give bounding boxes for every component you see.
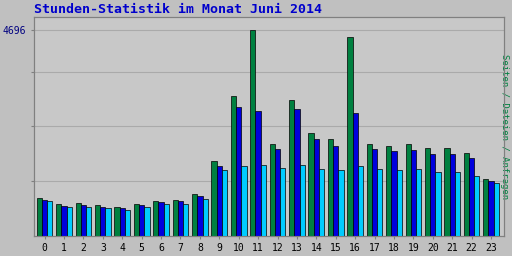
Bar: [178, 201, 183, 236]
Bar: [67, 207, 72, 236]
Bar: [114, 207, 120, 236]
Bar: [255, 111, 261, 236]
Bar: [347, 37, 353, 236]
Bar: [222, 170, 227, 236]
Bar: [192, 194, 197, 236]
Bar: [125, 210, 130, 236]
Bar: [250, 30, 255, 236]
Bar: [120, 208, 125, 236]
Bar: [211, 161, 217, 236]
Bar: [474, 176, 480, 236]
Bar: [275, 149, 280, 236]
Bar: [333, 146, 338, 236]
Bar: [183, 204, 188, 236]
Bar: [469, 158, 474, 236]
Bar: [391, 151, 397, 236]
Bar: [464, 153, 469, 236]
Bar: [444, 148, 450, 236]
Bar: [76, 203, 81, 236]
Bar: [158, 202, 164, 236]
Bar: [328, 139, 333, 236]
Bar: [47, 201, 52, 236]
Bar: [488, 181, 494, 236]
Bar: [289, 100, 294, 236]
Bar: [197, 196, 203, 236]
Bar: [353, 113, 358, 236]
Bar: [386, 146, 391, 236]
Bar: [203, 199, 208, 236]
Bar: [367, 144, 372, 236]
Bar: [372, 149, 377, 236]
Bar: [270, 144, 275, 236]
Bar: [294, 109, 300, 236]
Bar: [483, 179, 488, 236]
Bar: [61, 206, 67, 236]
Bar: [100, 207, 105, 236]
Bar: [319, 169, 324, 236]
Bar: [397, 170, 402, 236]
Bar: [309, 133, 314, 236]
Bar: [377, 169, 382, 236]
Bar: [411, 150, 416, 236]
Bar: [236, 106, 241, 236]
Bar: [261, 165, 266, 236]
Bar: [81, 205, 86, 236]
Bar: [86, 207, 91, 236]
Bar: [217, 166, 222, 236]
Bar: [241, 166, 247, 236]
Bar: [56, 204, 61, 236]
Bar: [416, 169, 421, 236]
Bar: [280, 168, 285, 236]
Bar: [231, 96, 236, 236]
Bar: [134, 204, 139, 236]
Bar: [164, 204, 169, 236]
Bar: [314, 139, 319, 236]
Text: Stunden-Statistik im Monat Juni 2014: Stunden-Statistik im Monat Juni 2014: [34, 3, 322, 16]
Bar: [435, 172, 441, 236]
Bar: [425, 148, 430, 236]
Bar: [300, 165, 305, 236]
Bar: [338, 170, 344, 236]
Bar: [139, 205, 144, 236]
Bar: [173, 200, 178, 236]
Bar: [406, 144, 411, 236]
Y-axis label: Seiten / Dateien / Anfragen: Seiten / Dateien / Anfragen: [500, 54, 509, 199]
Bar: [153, 201, 158, 236]
Bar: [494, 183, 499, 236]
Bar: [42, 200, 47, 236]
Bar: [95, 205, 100, 236]
Bar: [105, 208, 111, 236]
Bar: [455, 172, 460, 236]
Bar: [144, 207, 150, 236]
Bar: [358, 166, 363, 236]
Bar: [450, 154, 455, 236]
Bar: [37, 198, 42, 236]
Bar: [430, 154, 435, 236]
